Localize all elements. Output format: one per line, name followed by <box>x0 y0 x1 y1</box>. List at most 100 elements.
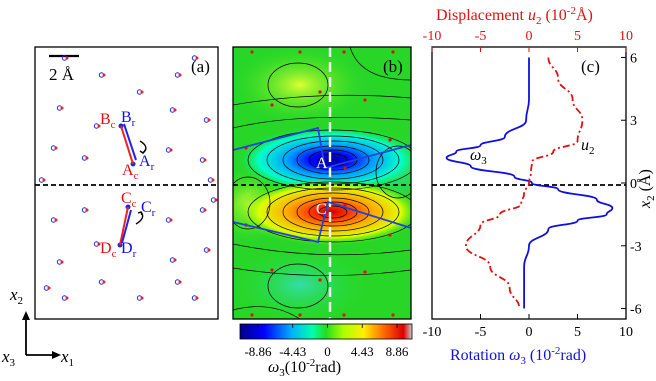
cell-outline-bottom <box>233 200 411 244</box>
bond-rot-cd <box>121 209 132 244</box>
atom-reference <box>65 296 69 300</box>
bottom-tick-label: -5 <box>475 325 487 340</box>
colorbar-ticks: -8.86 -4.43 0 4.43 8.86 <box>244 324 409 359</box>
bottom-tick-label: 5 <box>574 325 581 340</box>
atom-reference <box>47 286 51 290</box>
atom-reference <box>169 218 173 222</box>
atom-reference <box>203 208 207 212</box>
bond-ref-ab <box>120 125 134 165</box>
cell-outline-top <box>233 126 411 170</box>
bottom-tick-label: -10 <box>423 325 442 340</box>
panel-a-label: (a) <box>191 57 210 76</box>
lattice-dot <box>250 313 254 317</box>
coordinate-axes: x2 x1 x3 <box>1 285 74 369</box>
bond-ref-cd <box>119 206 129 246</box>
atom-reference <box>211 178 215 182</box>
top-tick-label: 5 <box>574 29 581 44</box>
atom-reference <box>195 296 199 300</box>
right-tick-label: -3 <box>630 240 642 255</box>
right-tick-label: 6 <box>630 51 637 66</box>
colorbar-tick-label: 8.86 <box>386 344 409 359</box>
atom-reference <box>207 118 211 122</box>
lattice-dot <box>388 138 392 142</box>
lattice-dot <box>391 50 395 54</box>
lattice-dot <box>391 313 395 317</box>
panel-b-label: (b) <box>383 57 403 76</box>
atom-reference <box>85 208 89 212</box>
panel-a-frame <box>34 46 219 320</box>
atom-reference <box>102 73 106 77</box>
lattice-dot <box>270 268 274 272</box>
positive-vorticity-well <box>235 178 411 246</box>
point-A-label: A <box>316 155 328 172</box>
axis-x1-label: x1 <box>60 347 74 369</box>
panel-c-label: (c) <box>581 57 600 76</box>
top-axis-title: Displacement u2 (10-2Å) <box>436 5 593 27</box>
atom-reference <box>173 258 177 262</box>
rotation-curve <box>445 57 614 309</box>
label-Cr: Cr <box>141 199 156 219</box>
atom-reference <box>214 198 218 202</box>
atom-reference <box>178 73 182 77</box>
label-Cc: Cc <box>121 190 137 210</box>
panel-b-frame <box>232 46 412 320</box>
right-tick-label: -6 <box>630 303 642 318</box>
lattice-dot <box>363 98 367 102</box>
atom-reference <box>60 106 64 110</box>
top-tick-label: 0 <box>526 29 533 44</box>
panel-c-curves <box>445 57 614 309</box>
lattice-dot <box>388 233 392 237</box>
bond-rot-ab <box>123 123 137 161</box>
scale-bar-label: 2 Å <box>49 65 75 84</box>
curve-label-omega: ω3 <box>470 147 487 167</box>
atom-reference <box>102 280 106 284</box>
atom-reference <box>169 148 173 152</box>
colorbar-tick-label: 4.43 <box>351 344 374 359</box>
lattice-dot <box>318 278 322 282</box>
right-tick-label: 3 <box>630 114 637 129</box>
atom-reference <box>173 108 177 112</box>
top-tick-label: -5 <box>475 29 487 44</box>
atom-reference <box>60 260 64 264</box>
right-axis-title: x2 (Å) <box>636 169 656 209</box>
lattice-dot <box>342 313 346 317</box>
top-tick-label: -10 <box>423 29 442 44</box>
bottom-axis-title: Rotation ω3 (10-2rad) <box>450 345 586 367</box>
atom-reference <box>54 146 58 150</box>
atom-reference <box>85 156 89 160</box>
atom-reference <box>65 56 69 60</box>
displacement-curve <box>464 57 584 309</box>
lattice-dot <box>363 270 367 274</box>
panel-c-ticks: -10 -5 0 5 10 -10 -5 0 5 10 6 3 0 -3 -6 <box>423 29 642 340</box>
lattice-dot <box>343 166 347 170</box>
colorbar-label: ω3(10-2rad) <box>268 357 341 379</box>
atom-reference <box>195 56 199 60</box>
atom-reference <box>97 124 101 128</box>
colorbar <box>239 323 413 340</box>
lattice-dot <box>270 103 274 107</box>
lattice-dot <box>318 90 322 94</box>
atom-reference <box>42 178 46 182</box>
atom-reference <box>203 158 207 162</box>
lattice-dot <box>250 50 254 54</box>
atom-reference <box>207 248 211 252</box>
axis-x2-label: x2 <box>9 285 23 307</box>
point-C-label: C <box>316 201 327 218</box>
contour-lines <box>233 47 411 319</box>
lattice-dot <box>342 50 346 54</box>
lattice-dot <box>298 50 302 54</box>
label-Ac: Ac <box>122 162 139 182</box>
panel-c: (c) Displacement u2 (10-2Å) Rotation ω3 … <box>423 5 656 367</box>
colorbar-tick-label: -8.86 <box>244 344 272 359</box>
label-Dr: Dr <box>121 240 137 260</box>
label-Dc: Dc <box>100 240 117 260</box>
right-tick-label: 0 <box>630 177 637 192</box>
atom-reference <box>54 218 58 222</box>
curve-label-u: u2 <box>581 137 595 157</box>
top-tick-label: 10 <box>619 29 633 44</box>
label-Bc: Bc <box>100 111 116 131</box>
atom-reference <box>97 242 101 246</box>
lattice-dot <box>343 203 347 207</box>
atom-reference <box>140 296 144 300</box>
label-Ar: Ar <box>139 153 155 173</box>
